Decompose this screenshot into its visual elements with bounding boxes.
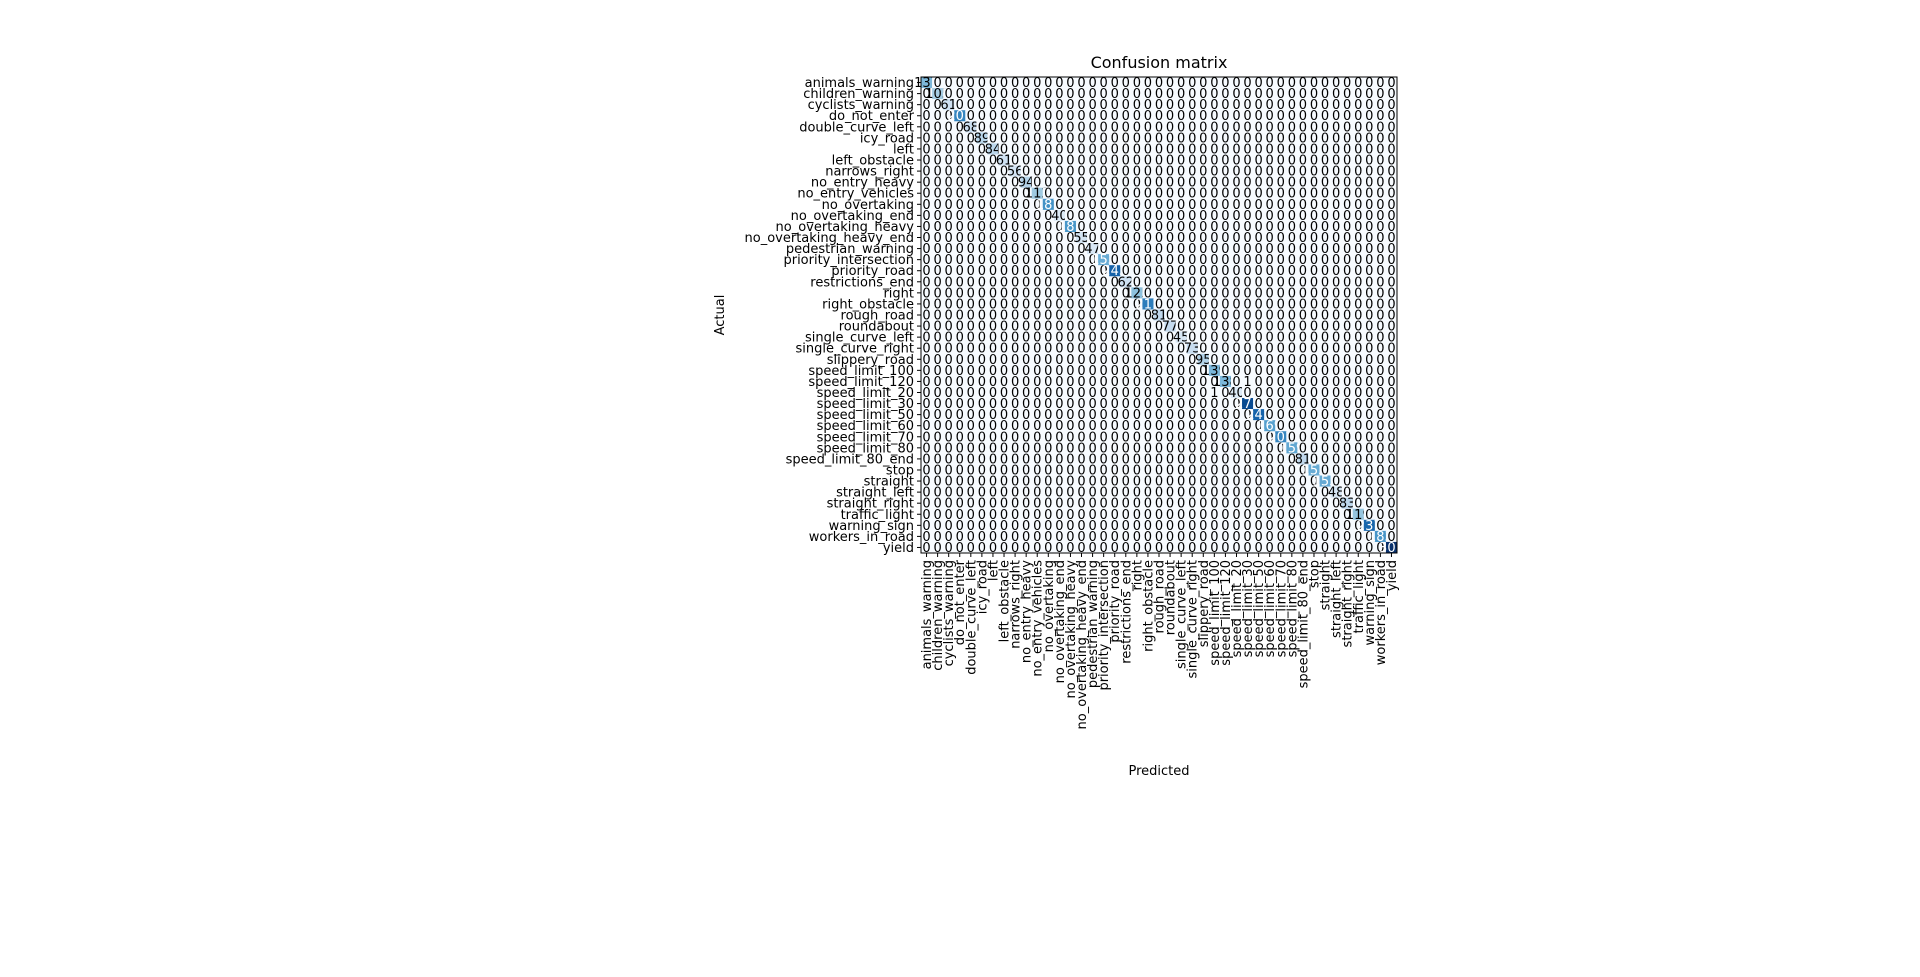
y-axis-label: Actual — [713, 295, 728, 336]
y-tick-labels: animals_warningchildren_warningcyclists_… — [745, 76, 921, 556]
x-tick-labels: animals_warningchildren_warningcyclists_… — [920, 553, 1400, 729]
y-tick-label: yield — [883, 541, 914, 556]
matrix-cells: 1370 0 0 0 0 0 0 0 0 0 0 0 0 0 0 0 0 0 0 0 0 0 0 0 0 0 0 0 0 0 0 0 0 0 0 0 0… — [914, 76, 1404, 556]
x-axis-label: Predicted — [1128, 764, 1189, 779]
chart-title: Confusion matrix — [1091, 53, 1228, 72]
x-tick-label: yield — [1385, 560, 1400, 591]
